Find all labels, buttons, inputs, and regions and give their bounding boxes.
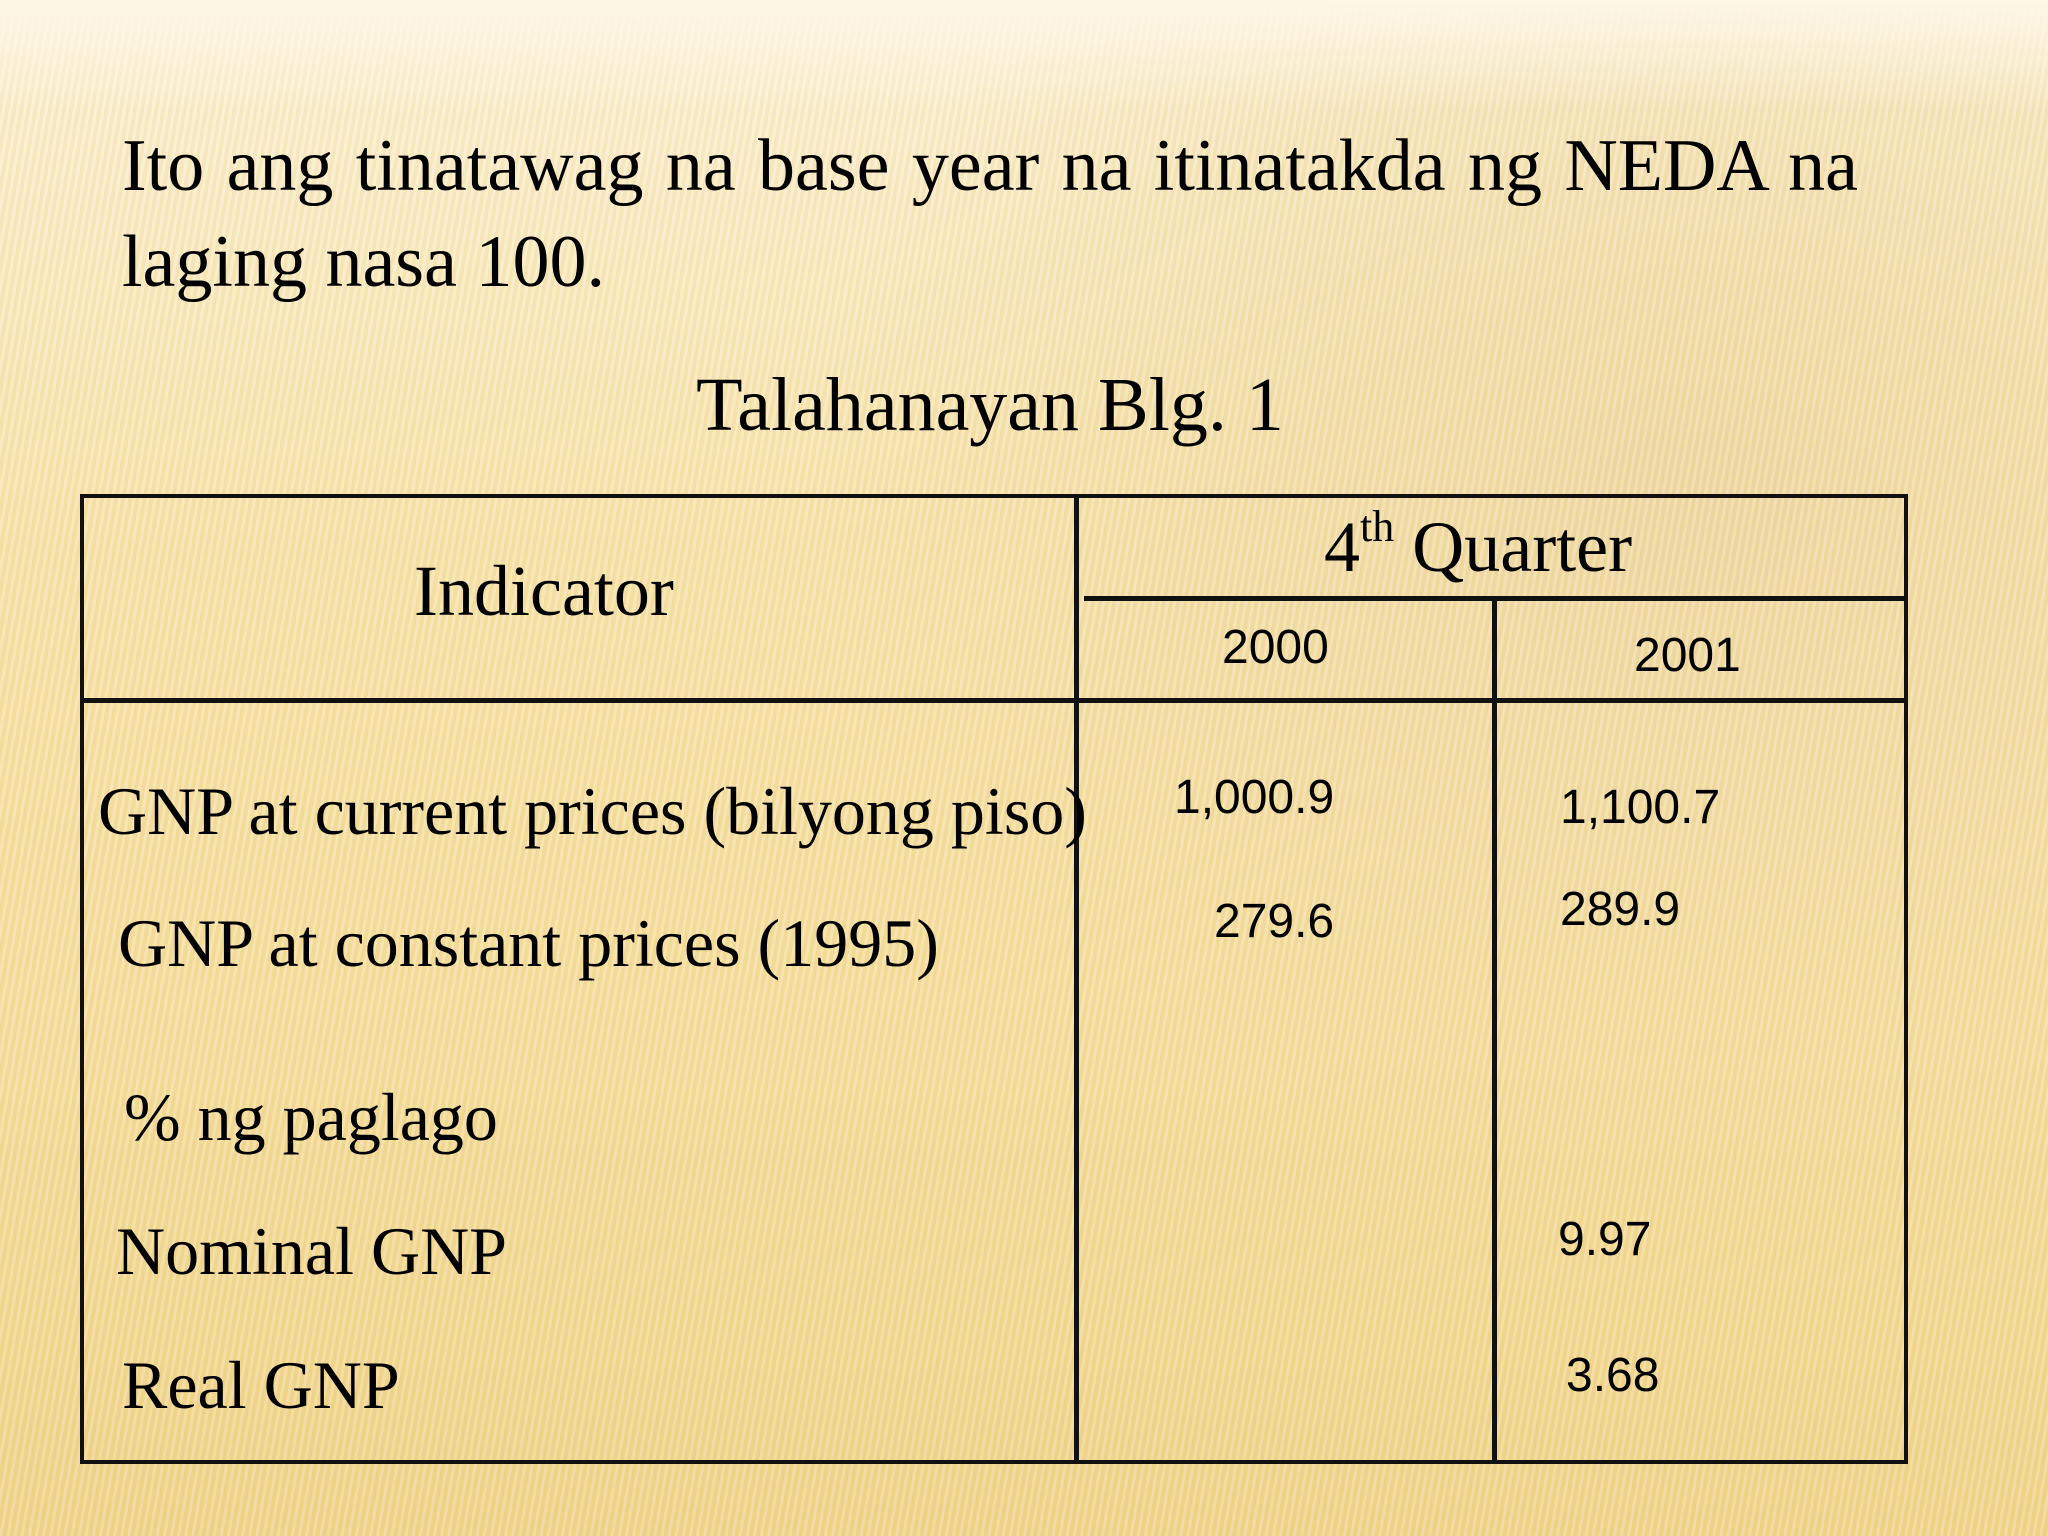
header-quarter-suffix: th [1360, 502, 1395, 551]
row-label-real-gnp: Real GNP [122, 1347, 400, 1423]
row-real-gnp-2001: 3.68 [1566, 1349, 1660, 1402]
header-year-2001: 2001 [1634, 629, 1741, 682]
row-nominal-gnp-2001: 9.97 [1558, 1213, 1652, 1266]
row-gnp-current-2001: 1,100.7 [1560, 781, 1721, 834]
row-label-growth: % ng paglago [124, 1079, 498, 1155]
row-gnp-constant-2001: 289.9 [1560, 883, 1681, 936]
gnp-table: Indicator 4th Quarter 2000 2001 GNP at c… [80, 494, 1908, 1464]
row-gnp-constant-2000: 279.6 [1214, 895, 1335, 948]
row-label-nominal-gnp: Nominal GNP [116, 1213, 507, 1289]
header-quarter-number: 4 [1324, 507, 1360, 587]
header-quarter-word: Quarter [1412, 507, 1633, 587]
intro-paragraph: Ito ang tinatawag na base year na itinat… [122, 125, 1858, 303]
header-year-2000: 2000 [1222, 621, 1329, 674]
row-gnp-current-2000: 1,000.9 [1174, 771, 1335, 824]
table-caption: Talahanayan Blg. 1 [696, 363, 1284, 447]
header-quarter: 4th Quarter [1324, 505, 1633, 589]
row-label-gnp-constant: GNP at constant prices (1995) [118, 905, 939, 981]
divider-year-columns [1492, 600, 1497, 1464]
divider-indicator-column [1074, 494, 1079, 1464]
row-label-gnp-current: GNP at current prices (bilyong piso) [98, 773, 1087, 849]
divider-quarter-header [1084, 596, 1904, 601]
header-indicator: Indicator [414, 551, 674, 631]
background-top-band [0, 0, 2048, 110]
divider-header-body [80, 698, 1908, 703]
